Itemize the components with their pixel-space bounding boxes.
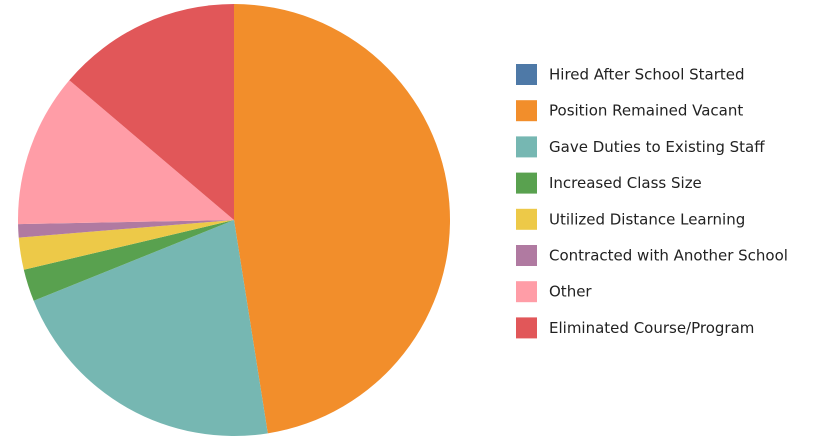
legend-swatch (516, 317, 537, 339)
legend-label: Eliminated Course/Program (549, 319, 754, 337)
legend-label: Position Remained Vacant (549, 102, 743, 120)
legend-swatch (516, 100, 537, 122)
pie-slice (234, 4, 450, 434)
pie-slice (33, 220, 268, 436)
legend-swatch (516, 136, 537, 158)
pie-slice (69, 4, 235, 220)
legend-label: Contracted with Another School (549, 247, 788, 265)
pie-slice (18, 220, 234, 238)
legend-label: Increased Class Size (549, 174, 702, 192)
legend-label: Other (549, 283, 592, 301)
legend-swatch (516, 208, 537, 230)
legend-label: Hired After School Started (549, 66, 745, 84)
pie-slice (18, 80, 234, 225)
pie-slice (18, 220, 235, 270)
legend-swatch (516, 281, 537, 303)
legend-label: Utilized Distance Learning (549, 210, 745, 228)
legend-swatch (516, 64, 537, 85)
legend-label: Gave Duties to Existing Staff (549, 138, 765, 156)
legend-swatch (516, 172, 537, 194)
legend-swatch (516, 245, 537, 266)
pie-slice (23, 220, 234, 301)
